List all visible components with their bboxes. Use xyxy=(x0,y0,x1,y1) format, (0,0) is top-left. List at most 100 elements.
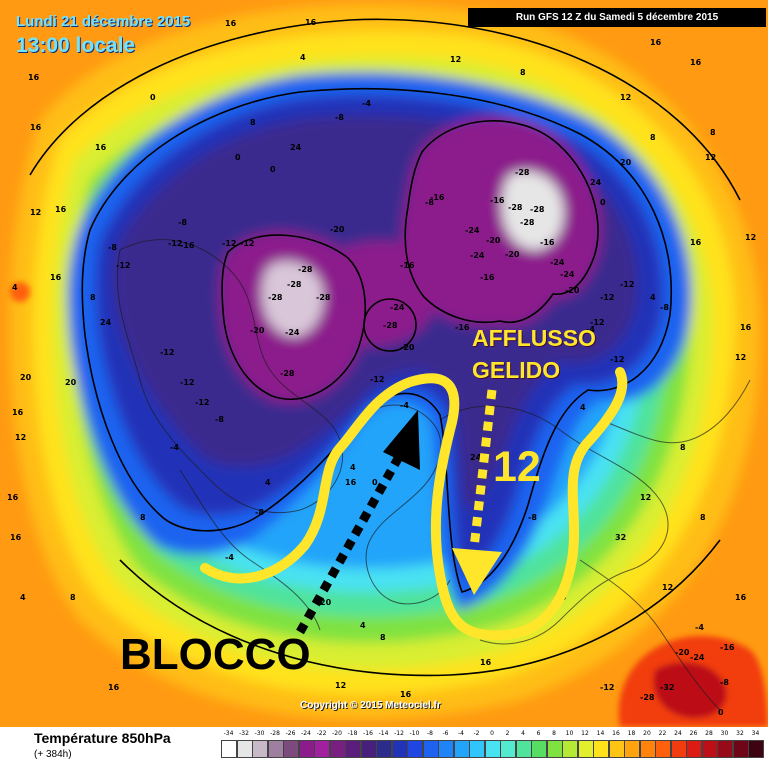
legend-tick-label: -14 xyxy=(378,730,389,737)
map-value: -4 xyxy=(400,401,409,410)
legend-tick-label: -16 xyxy=(363,730,373,737)
map-value: -4 xyxy=(362,99,371,108)
map-value: 24 xyxy=(470,453,482,462)
temperature-map: 16 16 16 16 16 16 16 16 16 16 16 12 12 1… xyxy=(0,0,768,727)
legend-color-swatch xyxy=(267,740,284,758)
map-value: -32 xyxy=(660,683,674,692)
map-value: 12 xyxy=(662,583,673,592)
legend-color-swatch xyxy=(329,740,346,758)
legend-tick-label: 12 xyxy=(581,730,589,737)
map-value: -12 xyxy=(240,239,254,248)
map-value: -24 xyxy=(560,270,575,279)
legend-color-swatch xyxy=(360,740,377,758)
map-value: 20 xyxy=(20,373,32,382)
map-value: -16 xyxy=(490,196,505,205)
map-value: 16 xyxy=(735,593,747,602)
map-value: 16 xyxy=(400,690,412,699)
map-value: -28 xyxy=(268,293,283,302)
legend-color-swatch xyxy=(484,740,501,758)
map-value: 4 xyxy=(650,293,656,302)
map-value: -24 xyxy=(465,226,480,235)
legend-color-swatch xyxy=(531,740,547,758)
legend-color-swatch xyxy=(376,740,392,758)
map-value: -28 xyxy=(298,265,313,274)
legend-tick-label: -8 xyxy=(427,730,433,737)
legend-color-swatch xyxy=(252,740,268,758)
map-value: -16 xyxy=(480,273,495,282)
legend-tick-label: -32 xyxy=(239,730,249,737)
isotherm-contours xyxy=(29,18,741,677)
map-value: 24 xyxy=(290,143,302,152)
map-value: -8 xyxy=(178,218,187,227)
map-value: 16 xyxy=(690,58,702,67)
legend-tick-label: 28 xyxy=(705,730,713,737)
map-value: 12 xyxy=(640,493,651,502)
map-value: 12 xyxy=(30,208,41,217)
legend-color-swatch xyxy=(236,740,253,758)
map-value: -12 xyxy=(590,318,604,327)
forecast-date: Lundi 21 décembre 2015 xyxy=(16,13,191,30)
map-value: -8 xyxy=(528,513,537,522)
forecast-time: 13:00 locale xyxy=(16,34,136,57)
map-value: 8 xyxy=(650,133,656,142)
legend-tick-label: -26 xyxy=(285,730,296,737)
legend-color-swatch xyxy=(546,740,563,758)
map-value: -20 xyxy=(330,225,345,234)
map-value: -20 xyxy=(565,286,580,295)
map-value: 12 xyxy=(15,433,26,442)
map-value: 4 xyxy=(360,621,366,630)
map-value: 4 xyxy=(265,478,271,487)
map-value: 16 xyxy=(740,323,752,332)
map-value: -4 xyxy=(170,443,179,452)
legend-color-swatch xyxy=(562,740,578,758)
block-arrowhead xyxy=(383,410,420,470)
legend-color-swatch xyxy=(345,740,361,758)
map-value: -28 xyxy=(508,203,523,212)
map-value: 16 xyxy=(10,533,22,542)
legend-tick-label: 10 xyxy=(565,730,574,737)
map-value: 24 xyxy=(100,318,112,327)
map-value: 16 xyxy=(225,19,237,28)
legend-color-swatch xyxy=(515,740,532,758)
legend-color-swatch xyxy=(655,740,671,758)
annotation-isotherm-value: 12 xyxy=(493,443,541,491)
map-value: 20 xyxy=(320,598,332,607)
map-value: -8 xyxy=(215,415,224,424)
map-value: -28 xyxy=(316,293,331,302)
map-value: -20 xyxy=(505,250,520,259)
map-value: 12 xyxy=(745,233,756,242)
map-value: -12 xyxy=(180,378,194,387)
map-value: 16 xyxy=(108,683,120,692)
map-value: -24 xyxy=(390,303,405,312)
map-value: -28 xyxy=(515,168,530,177)
temperature-bands xyxy=(9,4,761,720)
legend-bar: Température 850hPa (+ 384h) -34 -32 -30 -28… xyxy=(0,727,768,768)
map-value: 8 xyxy=(700,513,706,522)
legend-color-swatch xyxy=(670,740,687,758)
cold-inflow-arrowhead xyxy=(452,548,502,595)
legend-color-swatch xyxy=(283,740,299,758)
map-values: 16 16 16 16 16 16 16 16 16 16 16 12 12 1… xyxy=(7,18,756,717)
yellow-trough-line xyxy=(200,367,628,641)
legend-tick-label: -24 xyxy=(301,730,311,737)
map-value: -28 xyxy=(640,693,655,702)
coastlines xyxy=(116,239,751,711)
map-value: 0 xyxy=(150,93,156,102)
legend-color-swatch xyxy=(407,740,423,758)
legend-tick-label: -2 xyxy=(473,730,480,737)
map-value: -20 xyxy=(486,236,501,245)
map-value: -16 xyxy=(180,241,195,250)
map-value: -28 xyxy=(287,280,302,289)
map-value: -16 xyxy=(540,238,555,247)
legend-tick-label: 6 xyxy=(536,730,541,737)
map-value: 16 xyxy=(30,123,42,132)
map-value: -28 xyxy=(530,205,545,214)
map-value: -12 xyxy=(168,239,182,248)
legend-color-swatch xyxy=(577,740,594,758)
map-value: -12 xyxy=(195,398,209,407)
block-arrow-shaft xyxy=(296,452,404,635)
map-value: -24 xyxy=(285,328,300,337)
map-value: 8 xyxy=(90,293,96,302)
map-value: 16 xyxy=(28,73,40,82)
